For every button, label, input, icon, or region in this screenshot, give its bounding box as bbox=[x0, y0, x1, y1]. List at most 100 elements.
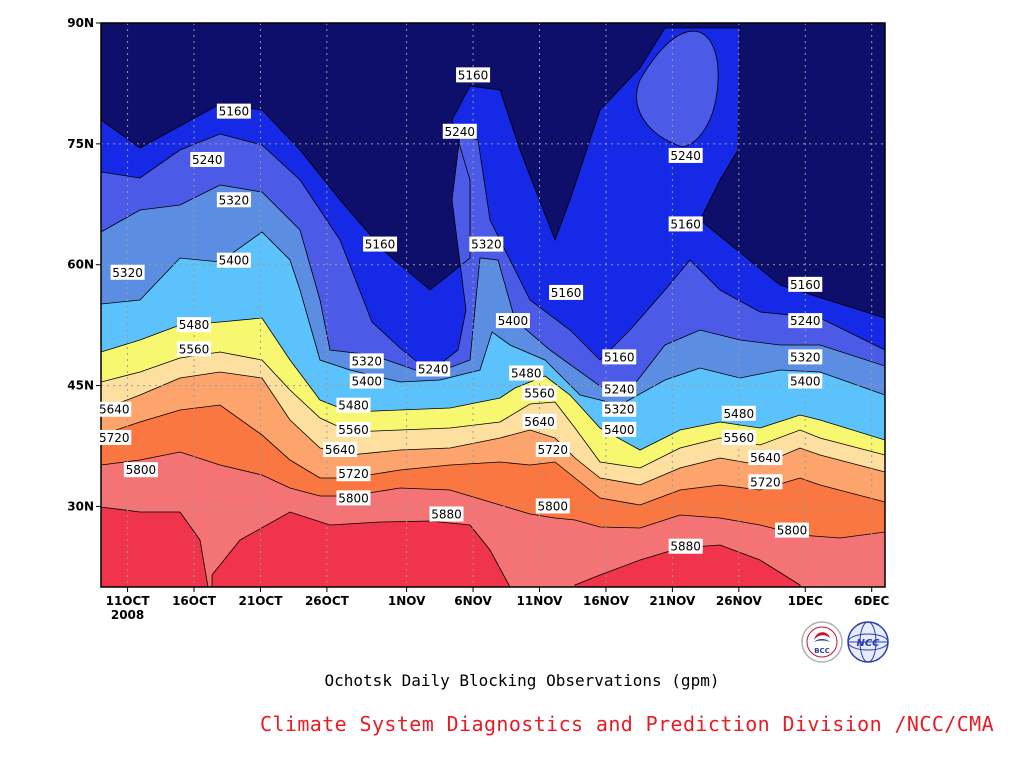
contour-label-text: 5160 bbox=[670, 217, 701, 231]
contour-label-text: 5320 bbox=[790, 350, 821, 364]
contour-label-box bbox=[336, 421, 371, 437]
contour-label-box bbox=[216, 252, 251, 268]
contour-label: 5480 bbox=[509, 365, 544, 381]
contour-label-text: 5400 bbox=[498, 314, 529, 328]
contour-label-text: 5320 bbox=[351, 354, 382, 368]
x-tick-label: 6DEC bbox=[854, 594, 890, 608]
contour-label: 5800 bbox=[774, 522, 809, 538]
contour-label-text: 5720 bbox=[99, 431, 130, 445]
contour-line bbox=[101, 184, 885, 587]
contour-label-text: 5640 bbox=[325, 443, 356, 457]
contour-label-text: 5800 bbox=[538, 499, 569, 513]
contour-label: 5160 bbox=[456, 67, 491, 83]
contour-label-text: 5800 bbox=[126, 463, 157, 477]
contour-label: 5240 bbox=[442, 123, 477, 139]
contour-line bbox=[101, 351, 885, 587]
contour-label-box bbox=[535, 442, 570, 458]
contour-label-text: 5160 bbox=[551, 286, 582, 300]
band-above-5880-middle bbox=[212, 512, 510, 587]
contour-label-text: 5240 bbox=[790, 314, 821, 328]
contour-label-box bbox=[522, 385, 557, 401]
contour-label-text: 5160 bbox=[790, 278, 821, 292]
contour-label-text: 5560 bbox=[179, 342, 210, 356]
x-tick-label: 21OCT bbox=[239, 594, 284, 608]
contour-label: 5160 bbox=[788, 276, 823, 292]
contour-label: 5320 bbox=[788, 349, 823, 365]
contour-label: 5400 bbox=[495, 313, 530, 329]
contour-label: 5240 bbox=[602, 381, 637, 397]
band-above-5880-east bbox=[575, 545, 800, 587]
ncc-logo: NCC bbox=[847, 621, 889, 663]
contour-label-box bbox=[549, 284, 584, 300]
y-tick-label: 45N bbox=[67, 379, 94, 393]
contour-label-text: 5400 bbox=[790, 375, 821, 389]
bcc-logo: BCC bbox=[801, 621, 843, 663]
contour-label: 5640 bbox=[748, 450, 783, 466]
contour-label: 5320 bbox=[349, 353, 384, 369]
contour-label-text: 5800 bbox=[338, 491, 369, 505]
contour-label: 5800 bbox=[336, 490, 371, 506]
contour-label: 5560 bbox=[336, 421, 371, 437]
contour-label-box bbox=[602, 349, 637, 365]
contour-label-box bbox=[788, 276, 823, 292]
contour-label: 5560 bbox=[177, 341, 212, 357]
contour-label: 5720 bbox=[748, 474, 783, 490]
x-tick-label: 16OCT bbox=[172, 594, 217, 608]
contour-label: 5320 bbox=[469, 236, 504, 252]
contour-label-text: 5640 bbox=[524, 415, 555, 429]
contour-label: 5400 bbox=[788, 373, 823, 389]
contour-label-text: 5400 bbox=[351, 375, 382, 389]
contour-label: 5320 bbox=[110, 264, 145, 280]
y-tick-label: 75N bbox=[67, 137, 94, 151]
contour-label-box bbox=[668, 538, 703, 554]
contour-label-text: 5320 bbox=[112, 266, 143, 280]
contour-label-text: 5720 bbox=[538, 443, 569, 457]
x-tick-label: 1NOV bbox=[388, 594, 426, 608]
contour-label-box bbox=[336, 397, 371, 413]
contour-label-box bbox=[110, 264, 145, 280]
ncc-logo-text: NCC bbox=[856, 638, 880, 649]
contour-line bbox=[101, 371, 885, 587]
contour-label-box bbox=[469, 236, 504, 252]
contour-label-box bbox=[336, 466, 371, 482]
contour-label: 5880 bbox=[429, 506, 464, 522]
contour-label: 5480 bbox=[721, 405, 756, 421]
contour-label-box bbox=[97, 401, 132, 417]
contour-line bbox=[101, 27, 885, 587]
contour-label-box bbox=[349, 373, 384, 389]
contour-label-box bbox=[788, 313, 823, 329]
contour-label-text: 5480 bbox=[511, 366, 542, 380]
contour-label: 5160 bbox=[602, 349, 637, 365]
contour-lines bbox=[101, 27, 885, 587]
contour-label: 5400 bbox=[349, 373, 384, 389]
contour-label-text: 5480 bbox=[179, 318, 210, 332]
contour-label-box bbox=[535, 498, 570, 514]
contour-label-text: 5160 bbox=[458, 68, 489, 82]
contour-label: 5320 bbox=[216, 192, 251, 208]
contour-label-box bbox=[123, 462, 158, 478]
contour-line bbox=[101, 506, 209, 587]
contour-label-box bbox=[721, 405, 756, 421]
contour-label-box bbox=[177, 317, 212, 333]
contour-label-text: 5720 bbox=[750, 475, 781, 489]
contour-label-box bbox=[416, 361, 451, 377]
contour-label-text: 5880 bbox=[431, 507, 462, 521]
contour-label-text: 5320 bbox=[604, 403, 635, 417]
y-tick-label: 90N bbox=[67, 16, 94, 30]
contour-label-text: 5160 bbox=[219, 105, 250, 119]
contour-label-box bbox=[522, 413, 557, 429]
contour-label: 5160 bbox=[216, 103, 251, 119]
contour-label-box bbox=[602, 381, 637, 397]
contour-label-box bbox=[748, 474, 783, 490]
contour-label-text: 5640 bbox=[750, 451, 781, 465]
contour-label-box bbox=[788, 373, 823, 389]
contour-label-text: 5160 bbox=[365, 238, 396, 252]
contour-label: 5240 bbox=[668, 147, 703, 163]
credit-line: Climate System Diagnostics and Predictio… bbox=[260, 712, 995, 736]
contour-label-box bbox=[668, 147, 703, 163]
y-axis: 30N 45N 60N 75N 90N bbox=[67, 16, 101, 513]
x-tick-label: 6NOV bbox=[454, 594, 492, 608]
contour-label-text: 5240 bbox=[192, 153, 223, 167]
contour-label-box bbox=[442, 123, 477, 139]
contour-label: 5160 bbox=[549, 284, 584, 300]
